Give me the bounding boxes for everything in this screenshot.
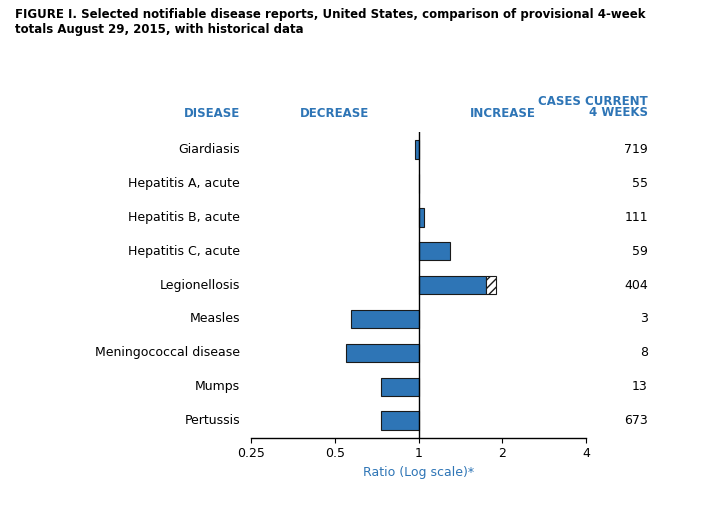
Bar xyxy=(419,242,451,261)
Text: Hepatitis C, acute: Hepatitis C, acute xyxy=(128,245,240,258)
Text: INCREASE: INCREASE xyxy=(470,106,535,120)
Text: 719: 719 xyxy=(624,143,648,156)
Bar xyxy=(419,276,486,294)
Text: 3: 3 xyxy=(640,313,648,325)
Text: Mumps: Mumps xyxy=(195,380,240,393)
Bar xyxy=(381,378,419,396)
Text: CASES CURRENT: CASES CURRENT xyxy=(538,95,648,108)
Text: Legionellosis: Legionellosis xyxy=(160,278,240,292)
Text: 8: 8 xyxy=(640,347,648,359)
Text: Hepatitis B, acute: Hepatitis B, acute xyxy=(128,211,240,223)
Bar xyxy=(381,411,419,430)
Text: Pertussis: Pertussis xyxy=(185,414,240,427)
Text: 404: 404 xyxy=(624,278,648,292)
Text: DISEASE: DISEASE xyxy=(184,106,240,120)
Text: 59: 59 xyxy=(632,245,648,258)
Bar xyxy=(486,276,496,294)
Text: Hepatitis A, acute: Hepatitis A, acute xyxy=(128,177,240,190)
Text: 673: 673 xyxy=(624,414,648,427)
X-axis label: Ratio (Log scale)*: Ratio (Log scale)* xyxy=(363,466,474,479)
Text: 13: 13 xyxy=(632,380,648,393)
Text: Meningococcal disease: Meningococcal disease xyxy=(95,347,240,359)
Text: Giardiasis: Giardiasis xyxy=(178,143,240,156)
Bar xyxy=(419,208,424,227)
Text: totals August 29, 2015, with historical data: totals August 29, 2015, with historical … xyxy=(15,23,303,36)
Text: Measles: Measles xyxy=(190,313,240,325)
Bar xyxy=(351,309,419,328)
Text: 4 WEEKS: 4 WEEKS xyxy=(589,105,648,119)
Text: 111: 111 xyxy=(625,211,648,223)
Text: 55: 55 xyxy=(632,177,648,190)
Text: FIGURE I. Selected notifiable disease reports, United States, comparison of prov: FIGURE I. Selected notifiable disease re… xyxy=(15,8,645,21)
Bar xyxy=(347,344,419,362)
Bar xyxy=(415,140,419,159)
Text: DECREASE: DECREASE xyxy=(300,106,370,120)
